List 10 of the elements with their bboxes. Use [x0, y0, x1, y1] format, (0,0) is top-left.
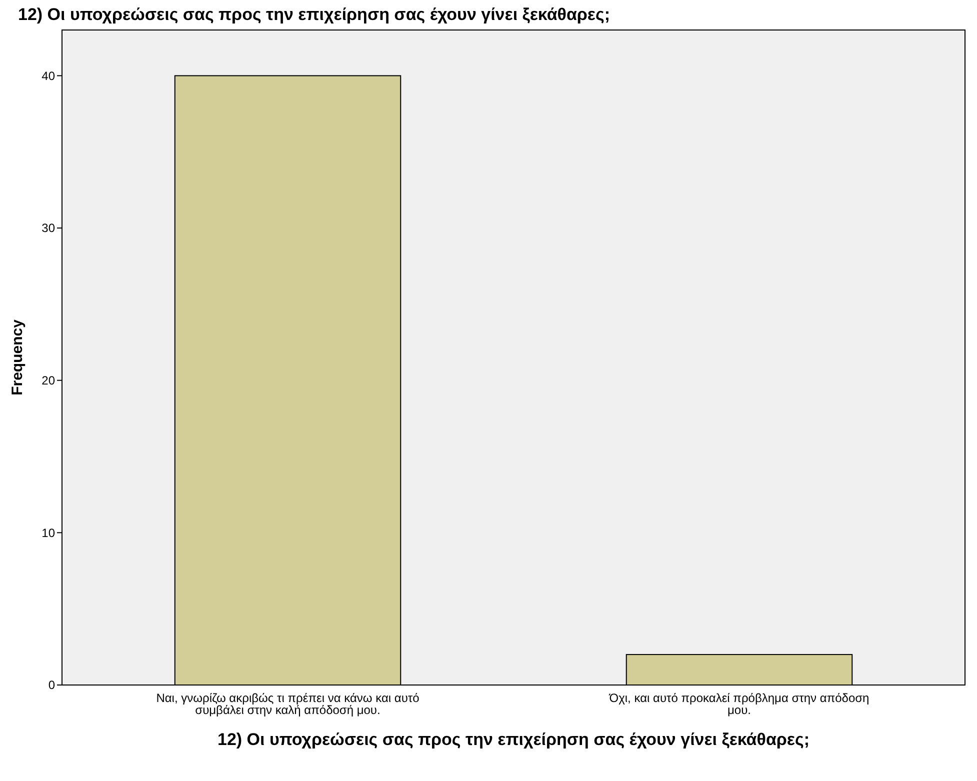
- y-tick-label: 20: [42, 374, 56, 388]
- y-tick-label: 10: [42, 526, 56, 540]
- y-tick-label: 30: [42, 221, 56, 236]
- y-axis-title: Frequency: [9, 318, 26, 396]
- y-tick-label: 40: [42, 68, 56, 83]
- chart-title: 12) Οι υποχρεώσεις σας προς την επιχείρηση σας έχουν γίνει ξεκάθαρες;: [18, 5, 610, 24]
- x-tick-label: Όχι, και αυτό προκαλεί πρόβλημα στην απόδοση μου.: [608, 691, 870, 717]
- x-axis-title: 12) Οι υποχρεώσεις σας προς την επιχείρηση σας έχουν γίνει ξεκάθαρες;: [217, 730, 810, 749]
- x-tick-label: Ναι, γνωρίζω ακριβώς τι πρέπει να κάνω και αυτό συμβάλει στην καλή απόδοσή μου.: [156, 691, 420, 717]
- y-tick-label: 0: [48, 678, 56, 692]
